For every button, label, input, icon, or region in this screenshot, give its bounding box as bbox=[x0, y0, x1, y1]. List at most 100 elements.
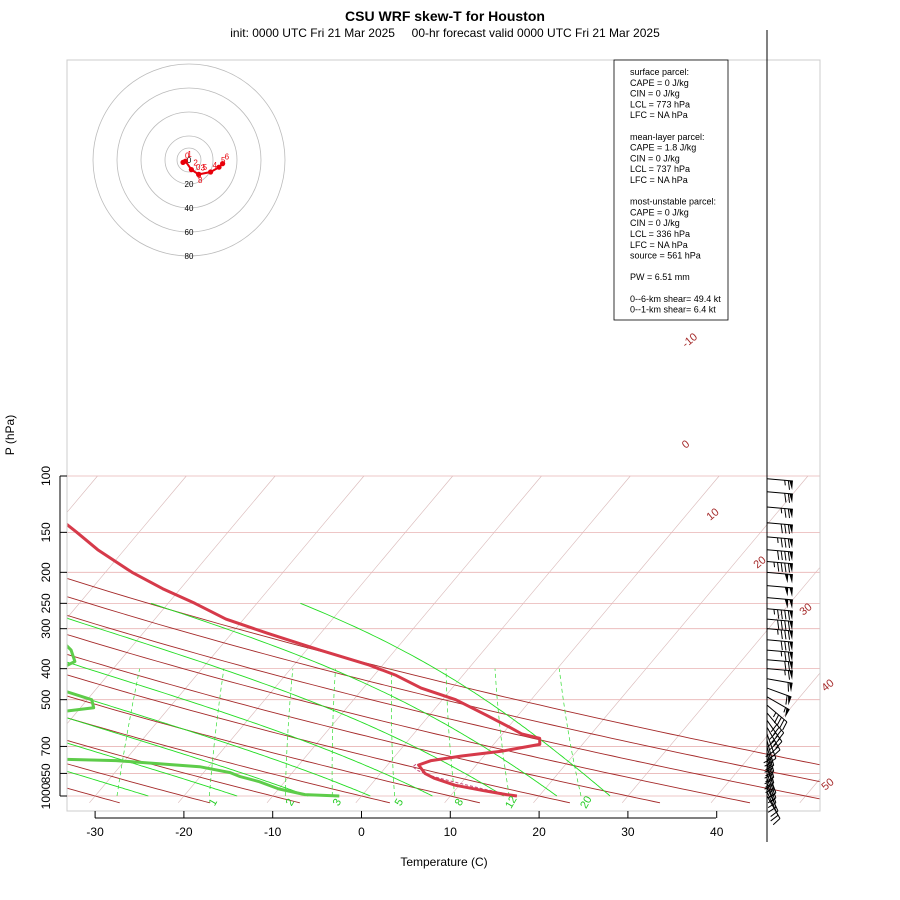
p-tick-label: 500 bbox=[39, 689, 53, 709]
wind-barb bbox=[766, 585, 793, 597]
wind-barb bbox=[766, 549, 793, 561]
x-tick-label: -10 bbox=[264, 825, 282, 839]
mixing-ratio-line bbox=[391, 668, 395, 796]
info-box-line: LFC = NA hPa bbox=[630, 240, 688, 250]
info-box-line: mean-layer parcel: bbox=[630, 132, 705, 142]
hodograph-ring-label: 40 bbox=[185, 204, 194, 213]
dry-adiabat-line bbox=[67, 596, 820, 783]
info-box-line: CIN = 0 J/kg bbox=[630, 153, 680, 163]
p-tick-label: 850 bbox=[39, 763, 53, 783]
hodograph-point bbox=[220, 161, 226, 167]
moist-adiabat-line bbox=[67, 770, 149, 797]
dewpoint-profile-line bbox=[67, 643, 340, 798]
wind-barb bbox=[766, 597, 793, 609]
wind-barbs bbox=[763, 30, 793, 842]
hodograph-point bbox=[196, 171, 202, 177]
hodograph-point-label: 0 bbox=[185, 151, 190, 160]
wind-barb bbox=[766, 618, 793, 631]
info-box-line: LCL = 773 hPa bbox=[630, 99, 690, 109]
mixing-ratio-line bbox=[116, 668, 141, 797]
dry-adiabat-line bbox=[67, 695, 480, 804]
info-box-line: CIN = 0 J/kg bbox=[630, 218, 680, 228]
isotherm-line bbox=[67, 475, 276, 725]
isotherm-line bbox=[444, 475, 720, 803]
dry-adiabat-label: -10 bbox=[680, 331, 700, 350]
info-box-line: LFC = NA hPa bbox=[630, 175, 688, 185]
mixing-ratio-line bbox=[558, 668, 582, 797]
x-tick-label: -20 bbox=[175, 825, 193, 839]
mixing-ratio-line bbox=[494, 668, 510, 797]
wind-barb bbox=[766, 704, 788, 731]
hodograph-extra-label: 8 bbox=[197, 171, 202, 180]
mixing-ratio-label: 3 bbox=[331, 797, 344, 808]
p-tick-label: 100 bbox=[39, 466, 53, 486]
dry-adiabat-line bbox=[67, 614, 820, 800]
dry-adiabat-line bbox=[67, 674, 570, 804]
info-box-line: LFC = NA hPa bbox=[630, 110, 688, 120]
wind-barb bbox=[766, 478, 793, 490]
wind-barb bbox=[766, 696, 790, 718]
wind-barb bbox=[766, 720, 783, 749]
dry-adiabat-label: 20 bbox=[752, 554, 769, 571]
moist-adiabat-line bbox=[300, 602, 611, 797]
hodograph-ring bbox=[176, 147, 202, 173]
x-tick-label: 0 bbox=[358, 825, 365, 839]
info-box-line: LCL = 737 hPa bbox=[630, 164, 690, 174]
isotherm-line bbox=[266, 475, 542, 803]
hodograph-point-label: 3 bbox=[201, 163, 206, 172]
moist-adiabat-line bbox=[67, 661, 433, 797]
hodograph-point bbox=[182, 158, 188, 164]
wind-barb bbox=[766, 506, 793, 519]
mixing-ratio-line bbox=[331, 668, 336, 796]
hodograph-ring bbox=[116, 87, 262, 233]
mixing-ratio-label: 5 bbox=[393, 797, 406, 808]
wind-barb bbox=[766, 491, 793, 503]
moist-adiabats bbox=[67, 602, 611, 797]
moist-adiabat-line bbox=[150, 602, 558, 797]
wind-barb bbox=[764, 757, 775, 788]
wind-barb bbox=[766, 608, 793, 621]
hodograph-ring bbox=[140, 111, 238, 209]
wind-barb bbox=[766, 678, 793, 693]
isotherm-line bbox=[799, 778, 820, 803]
moist-adiabat-line bbox=[67, 617, 504, 797]
hodograph-point-label: 2 bbox=[193, 159, 198, 168]
mixing-ratio-line bbox=[284, 668, 294, 796]
info-box-line: CAPE = 1.8 J/kg bbox=[630, 143, 696, 153]
dry-adiabat-line bbox=[0, 476, 30, 803]
wind-barb bbox=[766, 522, 793, 534]
dry-adiabat-line bbox=[67, 634, 751, 804]
mixing-ratio-label: 20 bbox=[578, 794, 595, 811]
wind-barb bbox=[766, 659, 793, 671]
mixing-ratio-lines bbox=[116, 668, 582, 797]
wind-barb bbox=[766, 560, 793, 573]
p-tick-label: 1000 bbox=[39, 782, 53, 809]
info-box-frame bbox=[613, 59, 729, 321]
isotherm-line bbox=[89, 475, 365, 803]
x-tick-label: 40 bbox=[710, 825, 724, 839]
wind-barb bbox=[764, 763, 775, 794]
p-tick-label: 700 bbox=[39, 736, 53, 756]
wind-barb bbox=[766, 571, 793, 584]
info-box-line: LCL = 336 hPa bbox=[630, 229, 690, 239]
p-tick-label: 150 bbox=[39, 522, 53, 542]
dry-adiabat-line bbox=[67, 653, 661, 804]
hodograph-point bbox=[208, 169, 214, 175]
dry-adiabat-line bbox=[67, 577, 820, 766]
info-box-line: 0--6-km shear= 49.4 kt bbox=[630, 294, 721, 304]
info-box-line: CIN = 0 J/kg bbox=[630, 89, 680, 99]
dry-adiabat-line bbox=[67, 717, 391, 804]
chart-title: CSU WRF skew-T for Houston bbox=[345, 8, 545, 24]
dry-adiabat-label: 40 bbox=[820, 677, 837, 694]
mixing-ratio-label: 8 bbox=[453, 797, 466, 808]
hodograph-point-label: 4 bbox=[213, 161, 218, 170]
x-tick-label: 10 bbox=[444, 825, 458, 839]
plot-frame bbox=[66, 59, 821, 812]
info-box-line: most-unstable parcel: bbox=[630, 197, 716, 207]
wind-barb bbox=[766, 712, 785, 741]
sounding-profiles bbox=[67, 522, 542, 798]
info-box-line: 0--1-km shear= 6.4 kt bbox=[630, 305, 716, 315]
